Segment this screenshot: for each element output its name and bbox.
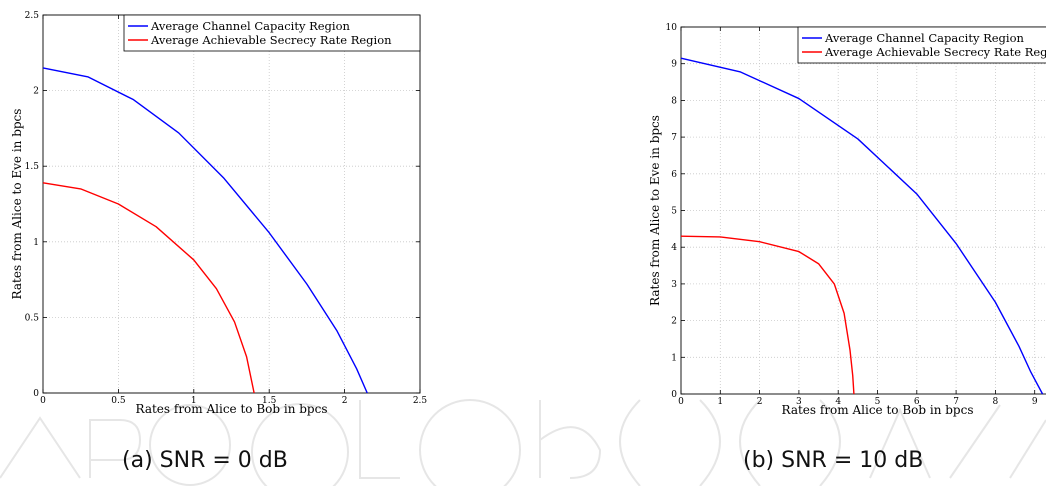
x-tick-label: 5 xyxy=(875,397,881,407)
legend-label: Average Channel Capacity Region xyxy=(150,19,351,33)
y-tick-label: 7 xyxy=(671,133,677,143)
x-tick-label: 6 xyxy=(914,397,920,407)
legend-label: Average Achievable Secrecy Rate Region xyxy=(824,45,1046,59)
x-tick-label: 1 xyxy=(191,396,197,406)
secrecy-rate-region-line xyxy=(42,182,255,394)
y-tick-label: 3 xyxy=(671,280,677,290)
plot-frame xyxy=(42,14,421,394)
legend-label: Average Achievable Secrecy Rate Region xyxy=(150,33,392,47)
x-axis-label: Rates from Alice to Bob in bpcs xyxy=(782,403,974,417)
y-tick-label: 2 xyxy=(33,87,39,97)
x-tick-label: 2.5 xyxy=(413,396,428,406)
x-tick-label: 1.5 xyxy=(262,396,277,406)
y-tick-label: 1.5 xyxy=(25,162,40,172)
y-tick-label: 0 xyxy=(671,390,677,400)
y-axis-label: Rates from Alice to Eve in bpcs xyxy=(648,115,662,306)
legend-box xyxy=(797,26,1046,64)
caption-b: (b) SNR = 10 dB xyxy=(743,448,924,473)
x-tick-label: 9 xyxy=(1032,397,1038,407)
y-tick-label: 5 xyxy=(671,207,677,217)
y-tick-label: 9 xyxy=(671,60,677,70)
x-axis-label: Rates from Alice to Bob in bpcs xyxy=(136,402,328,416)
figure-panel-a: 0 0.5 1 1.5 2 2.5 0 0.5 1 1.5 2 2.5 Rates from Alice… xyxy=(0,0,440,486)
legend-box xyxy=(123,14,421,52)
secrecy-rate-region-line xyxy=(680,235,855,395)
y-tick-label: 10 xyxy=(666,23,678,33)
y-tick-label: 2 xyxy=(671,317,677,327)
legend-label: Average Channel Capacity Region xyxy=(824,31,1025,45)
capacity-region-line xyxy=(42,67,368,394)
y-tick-label: 0.5 xyxy=(25,313,40,323)
grid xyxy=(681,27,1046,394)
x-tick-label: 2 xyxy=(342,396,348,406)
chart-b: 0 1 2 3 4 5 6 7 8 9 0 1 2 3 4 5 6 7 8 9 10 Rates from Alice t… xyxy=(648,23,1046,417)
x-tick-label: 7 xyxy=(953,397,959,407)
x-tick-label: 4 xyxy=(835,397,841,407)
y-axis-label: Rates from Alice to Eve in bpcs xyxy=(10,109,24,300)
y-tick-label: 1 xyxy=(33,238,39,248)
y-tick-label: 6 xyxy=(671,170,677,180)
y-tick-label: 8 xyxy=(671,96,677,106)
x-tick-label: 2 xyxy=(757,397,763,407)
figure-panel-b: 0 1 2 3 4 5 6 7 8 9 0 1 2 3 4 5 6 7 8 9 10 Rates from Alice t… xyxy=(640,0,1046,486)
capacity-region-line xyxy=(680,57,1044,395)
chart-a: 0 0.5 1 1.5 2 2.5 0 0.5 1 1.5 2 2.5 Rates from Alice… xyxy=(10,11,428,416)
y-tick-label: 2.5 xyxy=(25,11,40,21)
y-tick-label: 4 xyxy=(671,243,677,253)
x-tick-label: 1 xyxy=(717,397,723,407)
x-tick-label: 3 xyxy=(796,397,802,407)
x-tick-label: 0.5 xyxy=(111,396,126,406)
caption-a: (a) SNR = 0 dB xyxy=(122,448,288,473)
x-tick-label: 0 xyxy=(40,396,46,406)
grid xyxy=(43,15,420,393)
y-tick-label: 0 xyxy=(33,389,39,399)
y-tick-label: 1 xyxy=(671,353,677,363)
x-tick-label: 8 xyxy=(993,397,999,407)
x-tick-label: 0 xyxy=(678,397,684,407)
